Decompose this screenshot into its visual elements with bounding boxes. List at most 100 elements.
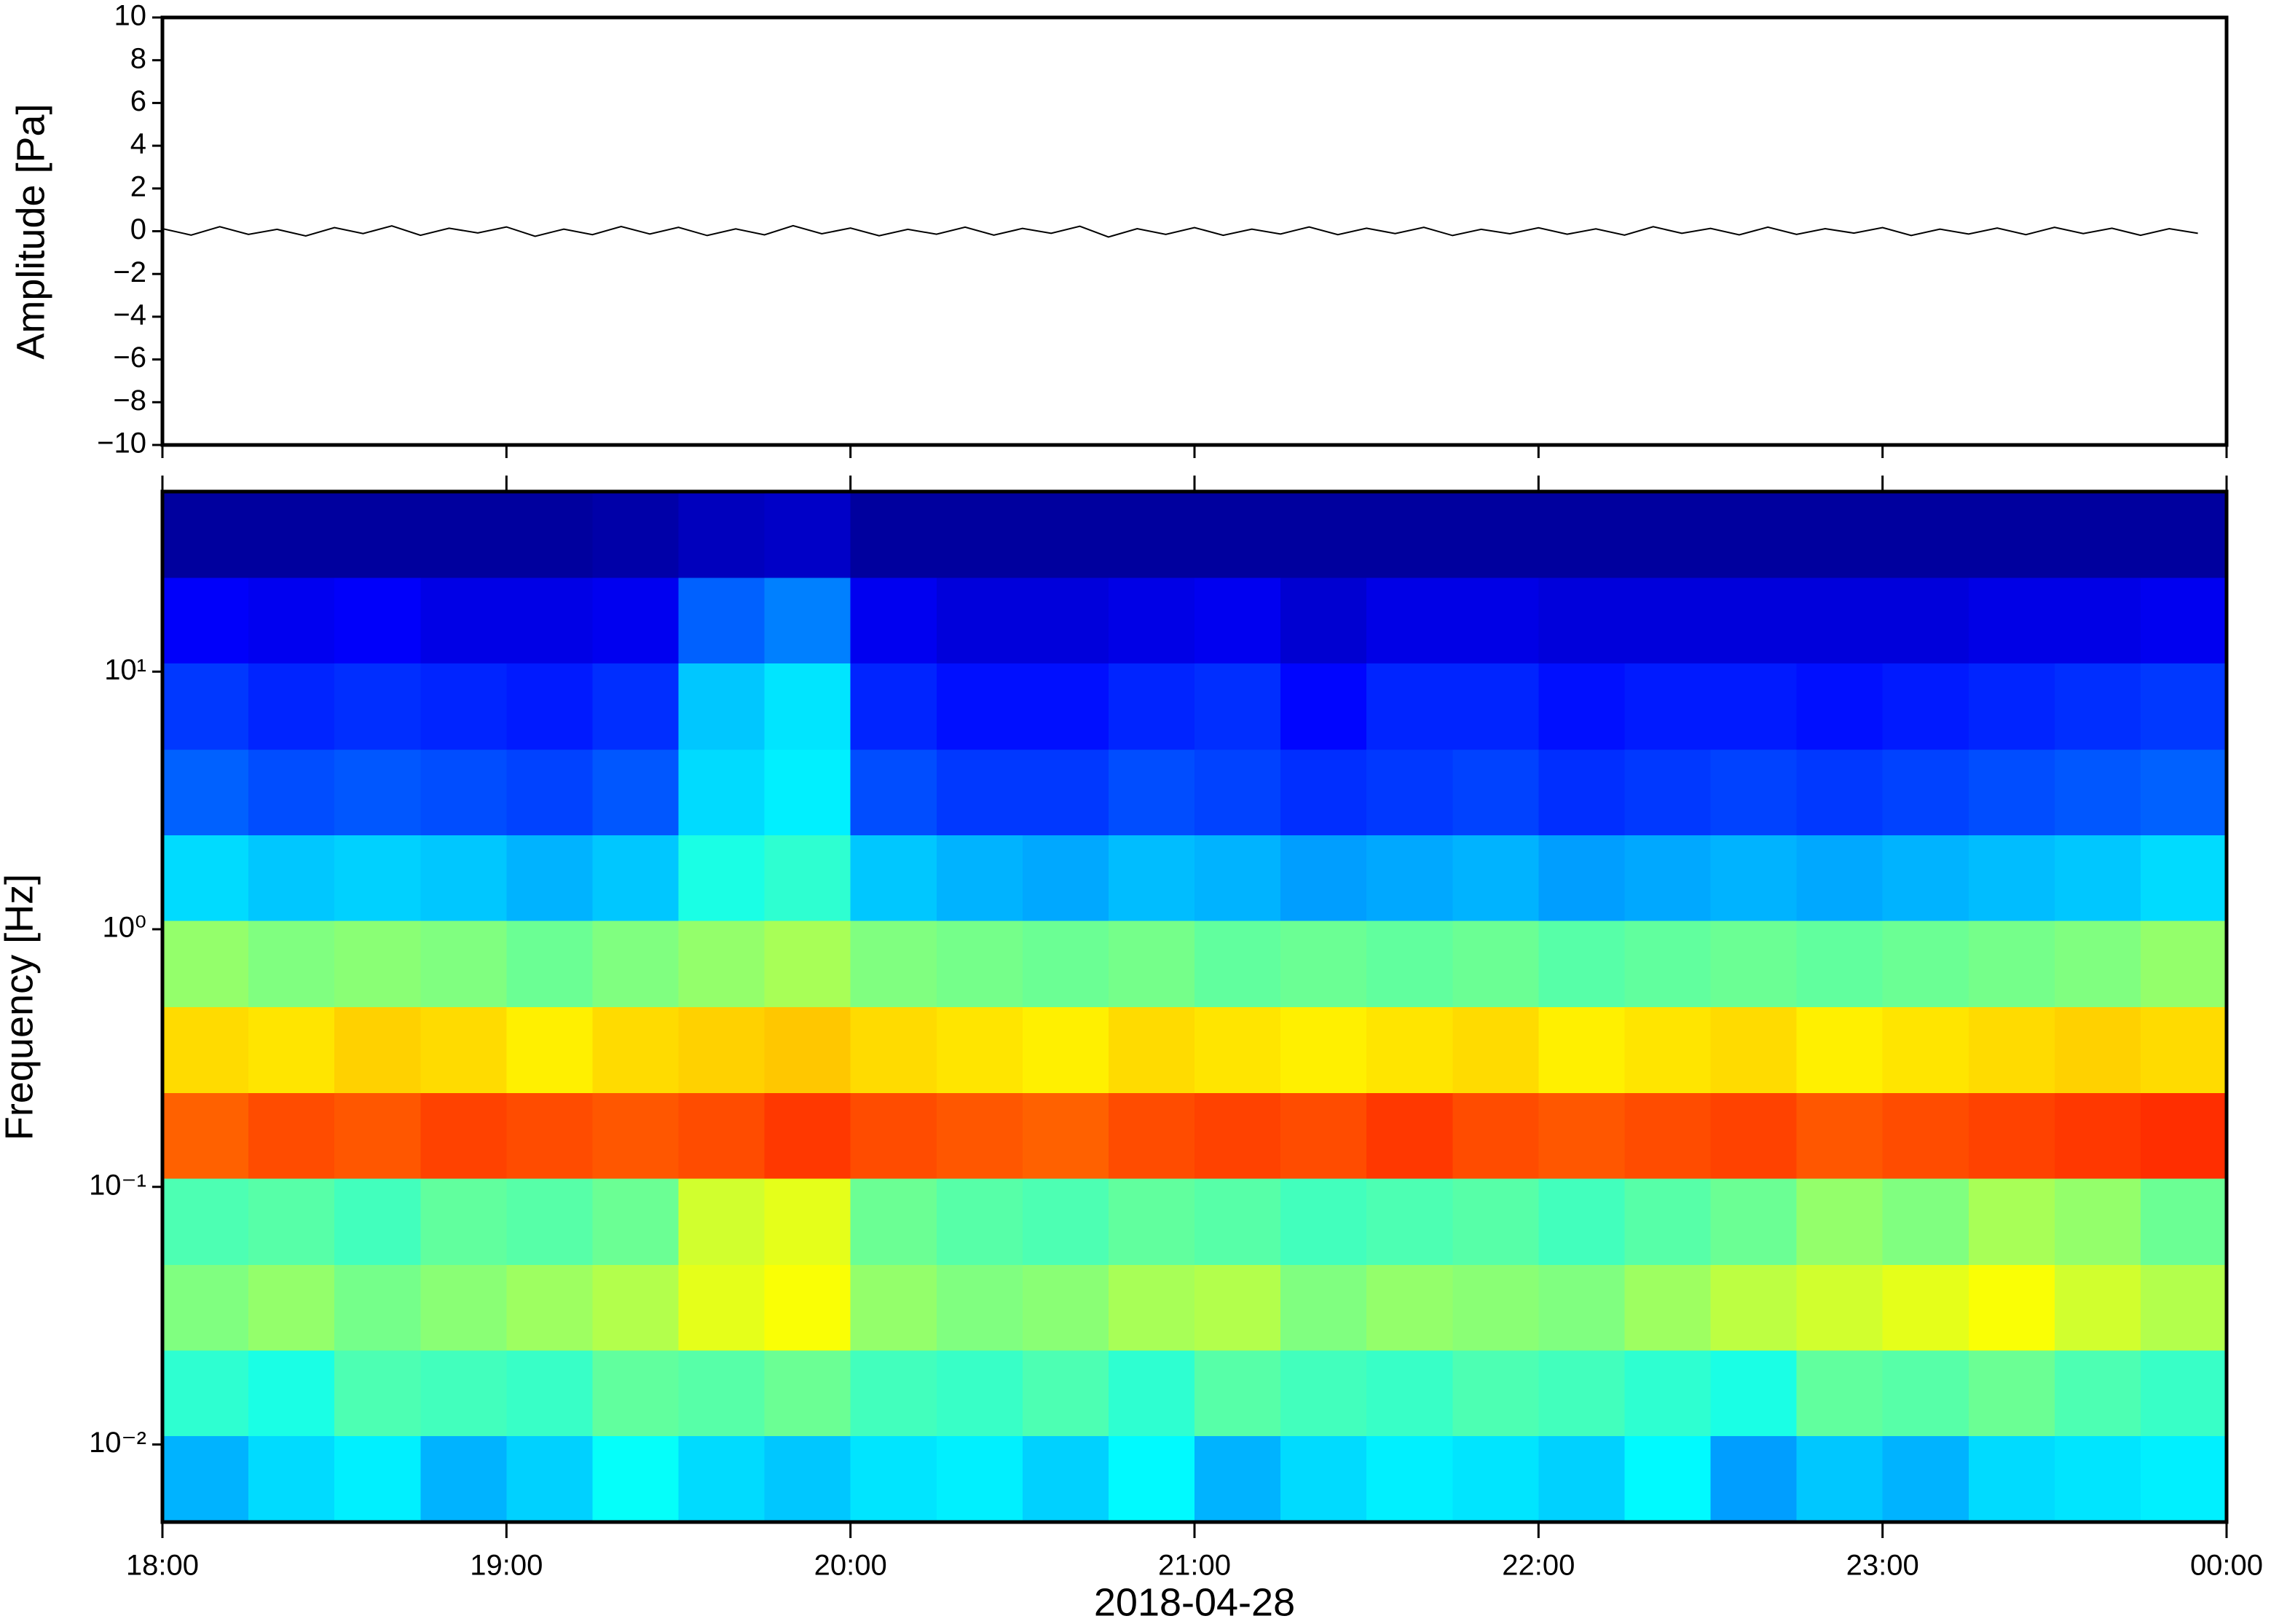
frame bbox=[160, 15, 2229, 447]
heat-cell bbox=[1882, 1006, 1969, 1093]
heat-cell bbox=[1710, 577, 1798, 663]
heat-cell bbox=[1108, 492, 1195, 578]
heat-cell bbox=[764, 1006, 851, 1093]
heat-cell bbox=[420, 492, 507, 578]
heat-cell bbox=[850, 663, 937, 750]
heat-cell bbox=[1366, 1092, 1453, 1179]
y-tick-label: −8 bbox=[113, 385, 146, 417]
heat-cell bbox=[1968, 1006, 2055, 1093]
heat-cell bbox=[334, 1350, 421, 1437]
heat-cell bbox=[2054, 663, 2141, 750]
heat-cell bbox=[1108, 921, 1195, 1007]
heat-cell bbox=[1538, 1264, 1625, 1351]
heat-cell bbox=[850, 749, 937, 836]
heat-cell bbox=[420, 835, 507, 921]
heat-cell bbox=[334, 835, 421, 921]
heat-cell bbox=[936, 749, 1023, 836]
heat-cell bbox=[1452, 492, 1539, 578]
heat-cell bbox=[334, 1178, 421, 1265]
heat-cell bbox=[1796, 749, 1884, 836]
heat-cell bbox=[592, 1092, 679, 1179]
y-tick-label: 6 bbox=[130, 85, 146, 117]
heat-cell bbox=[1194, 577, 1281, 663]
heat-cell bbox=[1108, 1264, 1195, 1351]
heat-cell bbox=[1280, 1435, 1367, 1523]
heat-cell bbox=[1796, 921, 1884, 1007]
heat-cell bbox=[1108, 749, 1195, 836]
heat-cell bbox=[936, 1264, 1023, 1351]
waveform bbox=[162, 224, 2198, 238]
heat-cell bbox=[1624, 1092, 1711, 1179]
y-tick-label: −4 bbox=[113, 299, 146, 331]
heat-cell bbox=[1796, 492, 1884, 578]
heat-cell bbox=[1194, 1178, 1281, 1265]
heat-cell bbox=[1194, 1350, 1281, 1437]
heat-cell bbox=[1194, 921, 1281, 1007]
heat-cell bbox=[1710, 1178, 1798, 1265]
heat-cell bbox=[1194, 1006, 1281, 1093]
heat-cell bbox=[1624, 1350, 1711, 1437]
heat-cell bbox=[678, 1435, 765, 1523]
heat-cell bbox=[1710, 1092, 1798, 1179]
heat-cell bbox=[1022, 1264, 1109, 1351]
heat-cell bbox=[1796, 1092, 1884, 1179]
heat-cell bbox=[764, 577, 851, 663]
heat-cell bbox=[2054, 1178, 2141, 1265]
heat-cell bbox=[1968, 577, 2055, 663]
heat-cell bbox=[420, 1350, 507, 1437]
heat-cell bbox=[1624, 663, 1711, 750]
heat-cell bbox=[1710, 1435, 1798, 1523]
heat-cell bbox=[1108, 1006, 1195, 1093]
heat-cell bbox=[678, 1264, 765, 1351]
heat-cell bbox=[1624, 1006, 1711, 1093]
heat-cell bbox=[420, 1178, 507, 1265]
x-tick-label: 00:00 bbox=[2190, 1550, 2263, 1582]
heat-cell bbox=[1108, 1435, 1195, 1523]
y-tick-label: 10⁰ bbox=[102, 912, 146, 944]
heat-cell bbox=[1882, 921, 1969, 1007]
heat-cell bbox=[1968, 492, 2055, 578]
heat-cell bbox=[1882, 1350, 1969, 1437]
heat-cell bbox=[1280, 1178, 1367, 1265]
heat-cell bbox=[1882, 835, 1969, 921]
heat-cell bbox=[1538, 749, 1625, 836]
y-tick-label: −6 bbox=[113, 342, 146, 374]
heat-cell bbox=[764, 492, 851, 578]
heat-cell bbox=[2140, 663, 2227, 750]
heat-cell bbox=[506, 749, 593, 836]
heat-cell bbox=[936, 492, 1023, 578]
heat-cell bbox=[764, 663, 851, 750]
heat-cell bbox=[1624, 492, 1711, 578]
heat-cell bbox=[1624, 921, 1711, 1007]
heat-cell bbox=[506, 1435, 593, 1523]
heat-cell bbox=[1710, 492, 1798, 578]
heat-cell bbox=[2054, 835, 2141, 921]
x-tick-label: 23:00 bbox=[1846, 1550, 1919, 1582]
heat-cell bbox=[936, 1435, 1023, 1523]
heat-cell bbox=[936, 1006, 1023, 1093]
heat-cell bbox=[1710, 835, 1798, 921]
heat-cell bbox=[162, 835, 249, 921]
heat-cell bbox=[592, 577, 679, 663]
heat-cell bbox=[162, 577, 249, 663]
heat-cell bbox=[678, 1092, 765, 1179]
heat-cell bbox=[162, 1350, 249, 1437]
heat-cell bbox=[248, 1092, 335, 1179]
heat-cell bbox=[1366, 577, 1453, 663]
y-tick-label: 8 bbox=[130, 42, 146, 74]
heat-cell bbox=[2054, 1006, 2141, 1093]
heat-cell bbox=[1882, 749, 1969, 836]
heat-cell bbox=[506, 1178, 593, 1265]
heat-cell bbox=[1538, 1092, 1625, 1179]
y-tick-label: 10⁻² bbox=[89, 1427, 146, 1459]
heat-cell bbox=[850, 1435, 937, 1523]
heat-cell bbox=[162, 663, 249, 750]
heat-cell bbox=[764, 835, 851, 921]
heat-cell bbox=[936, 1350, 1023, 1437]
heat-cell bbox=[592, 492, 679, 578]
heat-cell bbox=[1882, 1264, 1969, 1351]
heat-cell bbox=[1280, 492, 1367, 578]
heat-cell bbox=[1710, 1264, 1798, 1351]
heat-cell bbox=[1366, 492, 1453, 578]
x-tick-label: 22:00 bbox=[1502, 1550, 1575, 1582]
